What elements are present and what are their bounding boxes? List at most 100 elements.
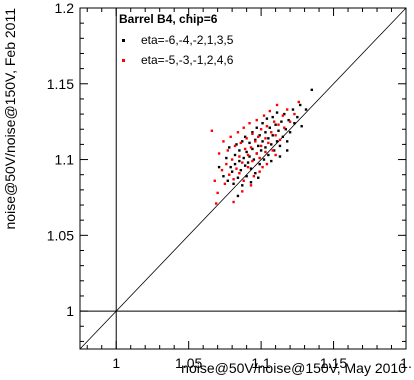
data-point-series-2 [210,129,214,132]
x-tick-label: 1 [112,355,120,371]
data-point-series-1 [257,176,260,179]
data-point-series-2 [275,103,279,107]
data-point-series-1 [233,153,237,157]
data-point-series-1 [238,159,241,163]
data-point-series-2 [238,171,241,175]
data-point-series-1 [232,182,235,186]
data-point-series-2 [297,100,300,104]
data-point-series-1 [251,147,254,151]
data-point-series-2 [246,165,250,169]
data-point-series-2 [264,137,267,140]
data-point-series-1 [287,118,290,122]
data-point-series-1 [225,156,228,160]
data-point-series-1 [261,121,264,125]
data-point-series-1 [261,140,264,143]
data-point-series-2 [288,120,292,123]
data-point-series-1 [284,128,287,131]
data-point-series-1 [242,156,245,160]
y-axis-title: noise@50V/noise@150V, Feb 2011 [2,8,18,230]
data-point-series-2 [232,200,235,204]
data-point-series-1 [262,158,266,161]
data-point-series-2 [242,179,245,182]
data-point-series-1 [270,159,273,163]
data-point-series-2 [270,131,273,134]
data-point-series-1 [296,115,299,119]
diagonal-reference-line [79,7,407,350]
data-point-series-1 [278,155,282,158]
data-point-series-2 [236,131,240,134]
data-point-series-2 [220,168,224,172]
data-point-series-2 [226,149,229,152]
data-point-series-2 [222,140,225,143]
y-tick-label: 1.15 [47,76,74,92]
data-point-series-2 [251,132,254,135]
data-point-series-1 [252,158,256,161]
data-point-series-1 [271,115,274,119]
legend-label-series-1: eta=-6,-4,-2,1,3,5 [141,33,234,47]
data-point-series-2 [225,162,228,166]
data-point-series-1 [222,175,225,178]
data-point-series-2 [241,190,244,193]
x-tick-label: 1.15 [320,355,347,371]
data-point-series-1 [310,88,314,92]
data-point-series-1 [249,181,253,184]
data-point-series-2 [274,134,277,137]
data-point-series-1 [272,149,276,152]
data-point-series-2 [238,155,241,158]
data-point-series-1 [258,162,261,166]
data-point-series-1 [254,171,257,175]
data-point-series-1 [299,103,302,107]
data-point-series-1 [229,165,232,169]
y-tick-label: 1.2 [55,0,75,16]
data-point-series-2 [261,165,264,169]
data-point-series-1 [264,131,267,134]
data-point-series-1 [283,112,286,116]
data-point-series-2 [268,109,272,113]
data-point-series-1 [226,179,229,182]
data-point-series-2 [243,147,247,151]
data-point-series-1 [233,162,237,166]
x-axis-title: noise@50V/noise@150V, May 2010 [181,360,406,376]
data-point-series-1 [270,143,273,146]
data-point-series-1 [238,149,241,152]
y-tick-label: 1.1 [55,152,75,168]
data-point-series-1 [245,150,248,154]
data-point-series-2 [223,182,227,186]
data-point-series-2 [285,108,289,111]
x-tick-label: 1.1 [251,355,271,371]
data-point-series-2 [278,138,282,142]
data-point-series-1 [245,175,248,178]
data-point-series-2 [245,137,248,140]
data-point-series-2 [254,140,257,143]
data-point-series-1 [235,143,238,146]
data-point-series-2 [267,141,270,145]
data-point-series-2 [246,153,250,157]
data-point-series-1 [248,155,251,158]
y-tick-label: 1.05 [47,227,74,243]
data-point-series-1 [280,120,283,123]
data-point-series-2 [265,162,269,166]
data-point-series-2 [235,167,238,170]
legend-marker-series-2 [122,59,125,62]
data-point-series-1 [267,153,270,157]
data-point-series-2 [259,128,263,131]
data-point-series-1 [236,176,240,179]
data-point-series-2 [265,125,269,128]
data-point-series-2 [293,112,296,116]
data-point-series-2 [277,123,280,126]
data-point-series-1 [304,108,308,111]
data-point-series-1 [275,111,279,114]
data-point-series-2 [248,121,251,125]
data-point-series-1 [239,168,243,172]
data-point-series-2 [249,184,253,187]
data-point-series-2 [217,152,221,155]
data-point-series-1 [275,140,279,143]
data-point-series-1 [258,134,261,137]
x-tick-label: 1.05 [175,355,202,371]
data-point-series-2 [239,141,243,145]
data-point-series-2 [264,150,267,154]
data-point-series-2 [281,114,285,117]
data-point-series-1 [285,149,289,152]
data-point-series-1 [291,108,295,111]
